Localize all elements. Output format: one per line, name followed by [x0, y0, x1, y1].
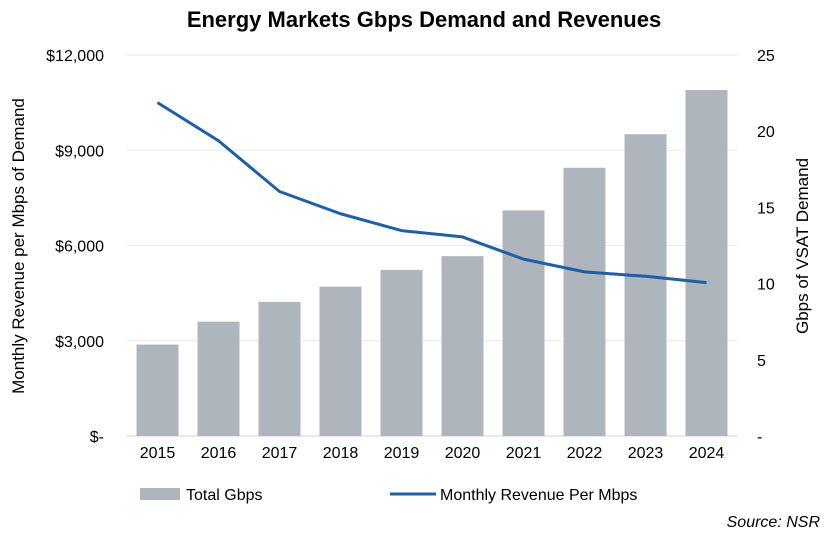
legend-bar-label: Total Gbps	[186, 487, 262, 504]
x-tick-label: 2019	[384, 445, 420, 462]
bar	[258, 301, 301, 436]
x-tick-label: 2015	[140, 445, 176, 462]
x-tick-label: 2024	[689, 445, 725, 462]
y2-tick-label: 15	[757, 200, 775, 217]
bar	[502, 210, 545, 436]
y-tick-label: $12,000	[46, 48, 104, 65]
y-axis-right-title: Gbps of VSAT Demand	[793, 158, 812, 334]
x-tick-label: 2021	[506, 445, 542, 462]
y-axis-left-title: Monthly Revenue per Mbps of Demand	[9, 98, 28, 394]
bar	[380, 269, 423, 436]
x-tick-label: 2022	[567, 445, 603, 462]
bar	[136, 344, 179, 436]
source-note: Source: NSR	[727, 514, 821, 531]
line-series-monthly-revenue	[156, 101, 707, 285]
y2-tick-label: 20	[757, 124, 775, 141]
bar	[197, 321, 240, 436]
y2-tick-label: -	[757, 429, 762, 446]
chart-title: Energy Markets Gbps Demand and Revenues	[187, 7, 661, 32]
legend: Total Gbps Monthly Revenue Per Mbps	[140, 487, 637, 504]
x-tick-label: 2023	[628, 445, 664, 462]
y-tick-label: $-	[90, 429, 104, 446]
series-line	[156, 101, 707, 285]
bar	[563, 167, 606, 436]
x-axis-ticks: 2015 2016 2017 2018 2019 2020 2021 2022 2023 2024	[140, 445, 725, 462]
bar-series-total-gbps	[136, 90, 728, 437]
bar	[441, 256, 484, 436]
legend-bar-swatch	[140, 488, 180, 500]
y-tick-label: $9,000	[55, 143, 104, 160]
legend-line-label: Monthly Revenue Per Mbps	[440, 487, 637, 504]
y-tick-label: $6,000	[55, 239, 104, 256]
y-tick-label: $3,000	[55, 334, 104, 351]
bar	[624, 134, 667, 437]
bar	[685, 90, 728, 436]
y-axis-right-ticks: - 5 10 15 20 25	[757, 48, 775, 446]
x-tick-label: 2020	[445, 445, 481, 462]
x-tick-label: 2017	[262, 445, 298, 462]
y-axis-left-ticks: $- $3,000 $6,000 $9,000 $12,000	[46, 48, 104, 446]
y2-tick-label: 5	[757, 353, 766, 370]
x-tick-label: 2018	[323, 445, 359, 462]
y2-tick-label: 25	[757, 48, 775, 65]
bar	[319, 286, 362, 436]
x-tick-label: 2016	[201, 445, 237, 462]
y2-tick-label: 10	[757, 277, 775, 294]
